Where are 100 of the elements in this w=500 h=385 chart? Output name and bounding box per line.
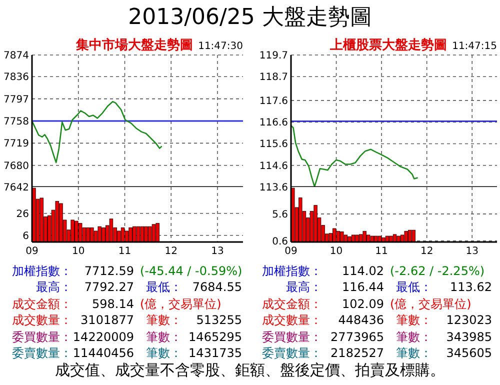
text: (億，交易單位) bbox=[390, 297, 472, 312]
text: 343985 bbox=[446, 330, 492, 344]
text: 最低： bbox=[396, 280, 432, 294]
text: 11440456 bbox=[72, 346, 134, 360]
y-tick-label: 116.6 bbox=[259, 118, 288, 129]
bar bbox=[124, 230, 129, 242]
line-series bbox=[290, 124, 418, 188]
bar bbox=[144, 226, 148, 242]
text: 123023 bbox=[446, 313, 492, 328]
text: 1431735 bbox=[188, 346, 242, 360]
y-tick-label: 6 bbox=[22, 230, 29, 242]
bar bbox=[86, 227, 90, 242]
x-tick-label: 13 bbox=[211, 246, 224, 257]
x-tick-label: 10 bbox=[72, 246, 85, 257]
x-tick-label: 09 bbox=[284, 246, 298, 257]
text: 筆數： bbox=[396, 346, 432, 360]
y-tick-label: 113.6 bbox=[259, 182, 288, 194]
bar bbox=[59, 203, 63, 242]
text: 成交數量： bbox=[262, 313, 322, 328]
text: 2773965 bbox=[330, 330, 384, 344]
text: 598.14 bbox=[92, 297, 134, 312]
bar bbox=[152, 224, 156, 242]
y-tick-label: 7719 bbox=[4, 138, 29, 150]
bar bbox=[90, 227, 94, 242]
bar bbox=[55, 201, 60, 242]
y-tick-label: 7680 bbox=[4, 160, 29, 172]
y-tick-label: 118.7 bbox=[259, 72, 288, 84]
text: 448436 bbox=[338, 313, 384, 328]
y-tick-label: 117.6 bbox=[259, 96, 288, 107]
x-tick-label: 13 bbox=[466, 246, 478, 257]
text: 筆數： bbox=[146, 313, 182, 328]
y-tick-label: 119.7 bbox=[259, 50, 288, 62]
text: 筆數： bbox=[396, 313, 432, 328]
bar bbox=[98, 226, 102, 242]
chart-title: 集中市場大盤走勢圖 bbox=[75, 37, 193, 53]
bar bbox=[156, 223, 160, 242]
text: 7712.59 bbox=[84, 264, 134, 278]
text: 委賣數量： bbox=[12, 346, 72, 360]
text: 2182527 bbox=[330, 346, 384, 360]
y-tick-label: 7874 bbox=[4, 50, 29, 62]
text: 委賣數量： bbox=[262, 346, 322, 360]
chart-subtitle: 11:47:15 bbox=[452, 41, 497, 52]
y-tick-label: 7797 bbox=[4, 94, 29, 106]
text: 2013/06/25 大盤走勢圖 bbox=[128, 5, 372, 30]
text: 1465295 bbox=[188, 330, 242, 344]
text: 成交金額： bbox=[12, 297, 72, 312]
bar bbox=[74, 220, 78, 242]
text: 委買數量： bbox=[262, 330, 322, 344]
text: 14220009 bbox=[72, 330, 134, 344]
text: 最高： bbox=[286, 280, 322, 294]
text: 加權指數： bbox=[12, 264, 72, 278]
bar bbox=[40, 198, 44, 242]
y-tick-label: 26 bbox=[16, 208, 29, 220]
text: 成交數量： bbox=[12, 313, 72, 328]
x-tick-label: 12 bbox=[420, 246, 434, 257]
text: (-2.62 / -2.25%) bbox=[390, 264, 485, 278]
bar bbox=[148, 226, 152, 242]
text: 最高： bbox=[36, 280, 72, 294]
text: 筆數： bbox=[146, 346, 182, 360]
y-tick-label: 7836 bbox=[4, 72, 29, 84]
text: 筆數： bbox=[146, 330, 182, 344]
bar bbox=[120, 227, 125, 242]
text: 7684.55 bbox=[192, 280, 242, 294]
x-tick-label: 11 bbox=[118, 246, 132, 257]
x-tick-label: 12 bbox=[164, 246, 178, 257]
text: 114.02 bbox=[342, 264, 384, 278]
chart-subtitle: 11:47:30 bbox=[198, 41, 243, 52]
bar bbox=[109, 218, 114, 242]
line-series bbox=[31, 101, 162, 164]
y-tick-label: 115.6 bbox=[259, 139, 288, 150]
text: (億，交易單位) bbox=[140, 297, 222, 312]
text: 3101877 bbox=[80, 313, 134, 328]
y-tick-label: 0.6 bbox=[272, 236, 288, 248]
bar bbox=[70, 220, 74, 242]
bar bbox=[82, 227, 86, 242]
text: 7792.27 bbox=[84, 280, 134, 294]
bar bbox=[140, 226, 144, 242]
bar bbox=[102, 227, 106, 242]
text: 345605 bbox=[446, 346, 492, 360]
bar bbox=[94, 230, 98, 242]
x-tick-label: 10 bbox=[330, 246, 343, 257]
text: 成交金額： bbox=[262, 297, 322, 312]
bar bbox=[78, 223, 82, 242]
text: 筆數： bbox=[396, 330, 432, 344]
y-tick-label: 5.6 bbox=[272, 209, 288, 220]
text: 加權指數： bbox=[262, 264, 322, 278]
y-tick-label: 7642 bbox=[4, 182, 29, 194]
bar bbox=[132, 226, 136, 242]
x-tick-label: 09 bbox=[26, 246, 38, 257]
text: 102.09 bbox=[342, 297, 384, 312]
text: 成交值、成交量不含零股、鉅額、盤後定價、拍賣及標購。 bbox=[55, 361, 445, 379]
bar bbox=[117, 230, 121, 242]
x-tick-label: 11 bbox=[375, 246, 388, 257]
text: (-45.44 / -0.59%) bbox=[140, 264, 242, 278]
y-tick-label: 114.6 bbox=[259, 160, 288, 172]
chart-title: 上櫃股票大盤走勢圖 bbox=[329, 37, 447, 53]
text: 513255 bbox=[196, 313, 242, 328]
text: 113.62 bbox=[450, 280, 492, 294]
text: 最低： bbox=[146, 280, 182, 294]
text: 委買數量： bbox=[12, 330, 72, 344]
